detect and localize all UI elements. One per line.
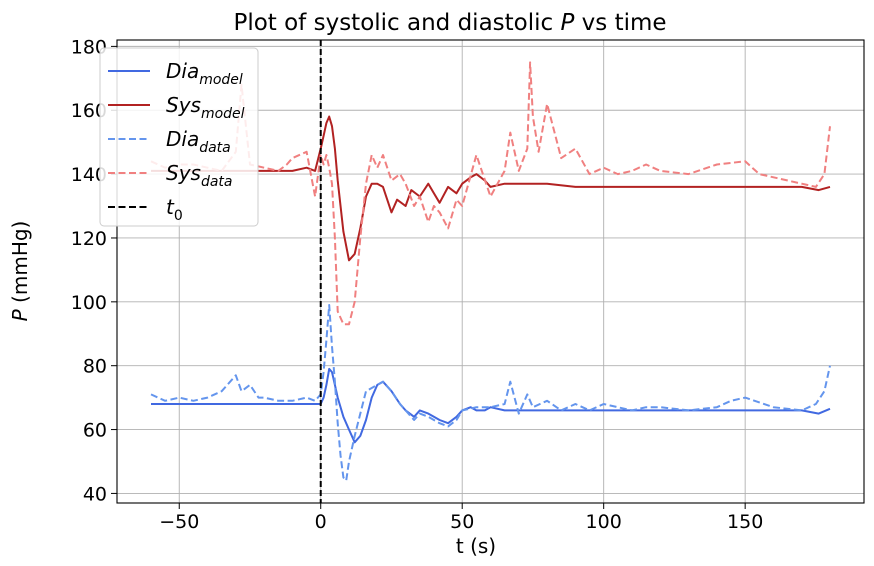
x-axis-label: t (s) bbox=[456, 534, 496, 558]
chart-title-italic: P bbox=[560, 10, 574, 36]
legend-box bbox=[99, 47, 259, 227]
ticks: −50 0 50 100 150 40 60 80 100 120 140 160 180 bbox=[71, 36, 764, 533]
y-axis-label-post: (mmHg) bbox=[8, 221, 32, 310]
series-line-dia-data bbox=[150, 304, 831, 482]
legend-label: t0 bbox=[166, 195, 183, 224]
legend-label-main: Dia bbox=[166, 127, 199, 151]
legend-label: Sysmodel bbox=[166, 93, 245, 122]
plot-frame bbox=[116, 39, 865, 504]
y-tick-label: 100 bbox=[71, 292, 107, 314]
series-line-sys-model bbox=[151, 115, 831, 262]
x-tick-label: 0 bbox=[315, 511, 327, 533]
legend-label: Diadata bbox=[166, 127, 231, 156]
y-tick-label: 180 bbox=[71, 36, 107, 58]
x-tick-label: −50 bbox=[159, 511, 199, 533]
y-tick-label: 120 bbox=[71, 228, 107, 250]
x-tick-label: 100 bbox=[586, 511, 622, 533]
chart-title-post: vs time bbox=[574, 10, 666, 36]
legend-label-sub: data bbox=[201, 174, 233, 190]
legend-label-sub: model bbox=[199, 72, 243, 88]
legend-label-main: Sys bbox=[166, 93, 201, 117]
legend-label-sub: data bbox=[199, 140, 231, 156]
chart-title: Plot of systolic and diastolic P vs time bbox=[233, 10, 666, 36]
y-axis-label: P (mmHg) bbox=[8, 221, 32, 322]
legend-label-main: Dia bbox=[166, 59, 199, 83]
legend-label: Diamodel bbox=[166, 59, 243, 88]
legend-label-main: Sys bbox=[166, 161, 201, 185]
series-line-dia-model bbox=[151, 367, 831, 444]
series-line-sys-data bbox=[150, 61, 831, 326]
chart-title-pre: Plot of systolic and diastolic bbox=[233, 10, 560, 36]
y-axis-label-italic: P bbox=[8, 308, 32, 321]
x-tick-label: 50 bbox=[450, 511, 474, 533]
y-tick-label: 40 bbox=[83, 483, 107, 505]
legend-label-main: t bbox=[166, 195, 175, 219]
legend-label-sub: 0 bbox=[174, 208, 183, 224]
y-tick-label: 60 bbox=[83, 420, 107, 442]
legend-label-sub: model bbox=[201, 106, 245, 122]
y-tick-label: 80 bbox=[83, 356, 107, 378]
x-tick-label: 150 bbox=[727, 511, 763, 533]
y-tick-label: 160 bbox=[71, 100, 107, 122]
legend-label: Sysdata bbox=[166, 161, 233, 190]
series-group bbox=[150, 40, 831, 503]
y-tick-label: 140 bbox=[71, 164, 107, 186]
